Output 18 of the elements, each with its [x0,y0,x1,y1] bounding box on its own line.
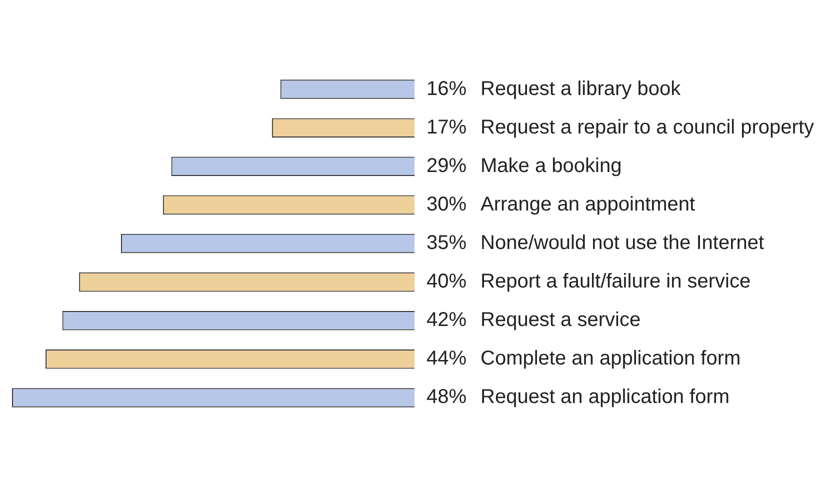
y-tick-label: Request a service [480,309,641,332]
y-tick-label: Make a booking [480,154,622,177]
data-label: 42% [426,309,467,332]
data-label: 44% [426,348,467,370]
data-label: 40% [426,270,467,293]
y-tick-label: Request a library book [480,78,682,100]
y-tick-label: None/would not use the Internet [480,232,764,254]
y-tick-label: Complete an application form [480,348,741,370]
y-tick-label: Request an application form [480,386,730,408]
y-tick-label: Request a repair to a council property [480,116,814,138]
data-label: 29% [426,154,467,177]
data-label: 30% [426,193,467,216]
y-tick-label: Arrange an appointment [480,193,696,216]
data-label: 17% [426,116,467,138]
data-label: 48% [426,386,467,408]
data-label: 35% [426,232,467,254]
y-tick-label: Report a fault/failure in service [480,270,751,293]
data-label: 16% [426,78,467,100]
